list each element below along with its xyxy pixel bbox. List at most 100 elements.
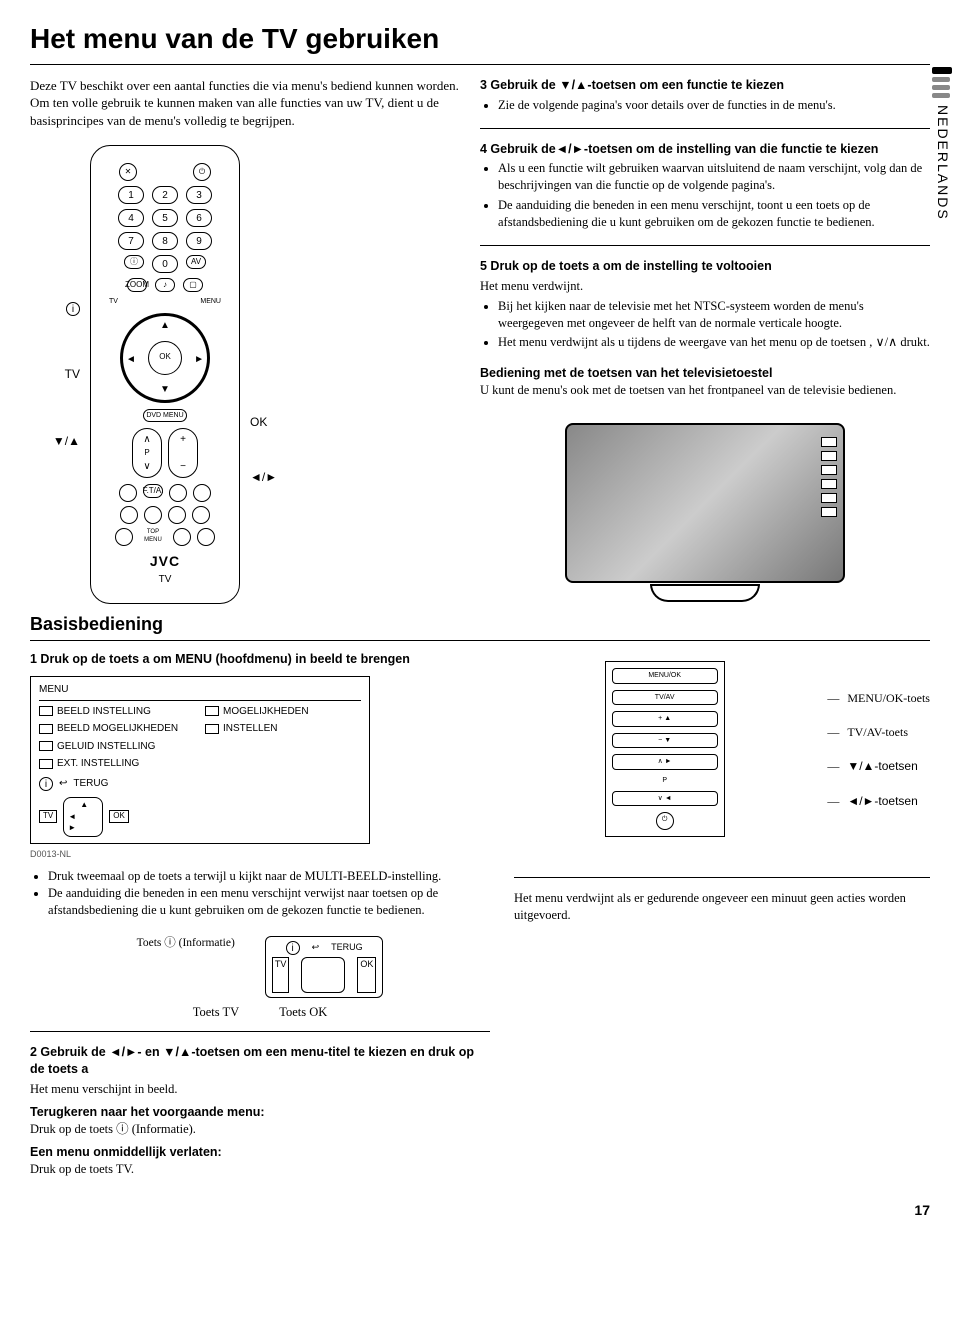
num-9: 9 xyxy=(186,232,212,250)
mute-icon: ✕ xyxy=(119,163,137,181)
ext-4 xyxy=(192,506,210,524)
bediening-body: U kunt de menu's ook met de toetsen van … xyxy=(480,382,930,399)
menu-box-title: MENU xyxy=(39,683,361,701)
remote-label-tv: TV xyxy=(65,366,80,382)
info-icon: i xyxy=(39,777,53,791)
color-g xyxy=(169,484,187,502)
num-3: 3 xyxy=(186,186,212,204)
color-r xyxy=(119,484,137,502)
tiny-dpad-icon xyxy=(63,797,103,837)
terug-label: TERUG xyxy=(73,777,108,791)
ok-label-small: OK xyxy=(109,810,129,823)
ext-5 xyxy=(115,528,133,546)
info-btn: ⓘ xyxy=(124,255,144,269)
ext-7 xyxy=(197,528,215,546)
basis-bullet-1: Druk tweemaal op de toets a terwijl u ki… xyxy=(48,868,490,885)
toets-tv-label: Toets TV xyxy=(193,1004,239,1021)
panel-label-menu-ok: —MENU/OK-toets xyxy=(827,690,930,706)
step-5-bullet-2: Het menu verdwijnt als u tijdens de weer… xyxy=(498,334,930,351)
panel-p-down-btn: ∨ ◄ xyxy=(612,791,718,806)
step-3-bullet-1: Zie de volgende pagina's voor details ov… xyxy=(498,97,930,114)
tv-label-small: TV xyxy=(39,810,57,823)
menu-mogelijkheden: MOGELIJKHEDEN xyxy=(205,705,361,719)
step-4-bullet-2: De aanduiding die beneden in een menu ve… xyxy=(498,197,930,231)
tv-side-buttons xyxy=(821,437,837,517)
tv-side-panel: MENU/OK TV/AV + ▲ − ▼ ∧ ► P ∨ ◄ ⏻ xyxy=(605,661,725,837)
step-3: 3 Gebruik de ▼/▲-toetsen om een functie … xyxy=(480,77,930,114)
panel-tv-av-btn: TV/AV xyxy=(612,690,718,705)
page-title: Het menu van de TV gebruiken xyxy=(30,20,930,65)
side-tabs-icon xyxy=(932,67,952,98)
ext-1 xyxy=(120,506,138,524)
ext-3 xyxy=(168,506,186,524)
p-rocker: ∧P∨ xyxy=(132,428,162,478)
toets-ok-label: Toets OK xyxy=(279,1004,327,1021)
remote-label-down-up: ▼/▲ xyxy=(53,433,80,449)
step-2-bold2: Een menu onmiddellijk verlaten: xyxy=(30,1144,490,1161)
language-tab: NEDERLANDS xyxy=(933,105,952,221)
panel-label-vd: —▼/▲-toetsen xyxy=(827,758,930,774)
panel-p-label: P xyxy=(612,776,718,785)
intro-text: Deze TV beschikt over een aantal functie… xyxy=(30,77,460,130)
step-2-l3: Druk op de toets TV. xyxy=(30,1161,490,1178)
menu-ext: EXT. INSTELLING xyxy=(39,757,195,771)
panel-note: Het menu verdwijnt als er gedurende onge… xyxy=(514,890,930,924)
step-4: 4 Gebruik de◄/►-toetsen om de instelling… xyxy=(480,141,930,231)
step-2-head: 2 Gebruik de ◄/►- en ▼/▲-toetsen om een … xyxy=(30,1044,490,1078)
num-4: 4 xyxy=(118,209,144,227)
basisbediening-title: Basisbediening xyxy=(30,612,930,641)
ext-6 xyxy=(173,528,191,546)
step-4-head: 4 Gebruik de◄/►-toetsen om de instelling… xyxy=(480,141,930,158)
color-y xyxy=(193,484,211,502)
tv-small-label: TV xyxy=(109,297,118,306)
bediening-head: Bediening met de toetsen van het televis… xyxy=(480,365,930,382)
num-0: 0 xyxy=(152,255,178,273)
num-6: 6 xyxy=(186,209,212,227)
menu-beeld-instelling: BEELD INSTELLING xyxy=(39,705,195,719)
step-5-line: Het menu verdwijnt. xyxy=(480,278,930,295)
menu-instellen: INSTELLEN xyxy=(205,722,361,736)
remote-bottom-label: TV xyxy=(101,573,229,587)
vol-rocker: +− xyxy=(168,428,198,478)
callout-dpad: i ↩ TERUG TV OK xyxy=(265,936,384,998)
panel-label-lr: —◄/►-toetsen xyxy=(827,793,930,809)
step-3-head: 3 Gebruik de ▼/▲-toetsen om een functie … xyxy=(480,77,930,94)
toets-info-label: Toets ⓘ (Informatie) xyxy=(137,936,235,952)
num-8: 8 xyxy=(152,232,178,250)
num-2: 2 xyxy=(152,186,178,204)
dvd-menu-btn: DVD MENU xyxy=(143,409,187,422)
menu-beeld-mogelijkheden: BEELD MOGELIJKHEDEN xyxy=(39,722,195,736)
fta-btn: F.T/A. xyxy=(143,484,163,498)
remote-illustration: i TV ▼/▲ ✕ ⏻ 1 2 3 4 5 6 xyxy=(30,145,460,603)
zoom-btn: ZOOM xyxy=(127,278,147,292)
ok-center: OK xyxy=(148,341,182,375)
panel-p-up-btn: ∧ ► xyxy=(612,754,718,769)
panel-label-tv-av: —TV/AV-toets xyxy=(827,724,930,740)
pip-btn: ▢ xyxy=(183,278,203,292)
panel-power-btn: ⏻ xyxy=(656,812,674,830)
panel-menu-ok-btn: MENU/OK xyxy=(612,668,718,683)
sound-btn: ♪ xyxy=(155,278,175,292)
menu-code: D0013-NL xyxy=(30,848,490,860)
step-5-head: 5 Druk op de toets a om de instelling te… xyxy=(480,258,930,275)
page-number: 17 xyxy=(30,1201,930,1220)
remote-label-ok: OK xyxy=(250,414,277,430)
tv-illustration xyxy=(480,423,930,602)
remote-label-info: i xyxy=(66,300,80,316)
num-5: 5 xyxy=(152,209,178,227)
step-5-bullet-1: Bij het kijken naar de televisie met het… xyxy=(498,298,930,332)
step-1-head: 1 Druk op de toets a om MENU (hoofdmenu)… xyxy=(30,651,490,668)
brand-logo: JVC xyxy=(101,552,229,571)
power-icon: ⏻ xyxy=(193,163,211,181)
remote-label-left-right: ◄/► xyxy=(250,469,277,485)
step-4-bullet-1: Als u een functie wilt gebruiken waarvan… xyxy=(498,160,930,194)
callout-tv: TV xyxy=(272,957,290,993)
num-7: 7 xyxy=(118,232,144,250)
remote-body: ✕ ⏻ 1 2 3 4 5 6 7 8 9 xyxy=(90,145,240,603)
step-2-bold1: Terugkeren naar het voorgaande menu: xyxy=(30,1104,490,1121)
remote-dpad: OK ▲▼ ◄► xyxy=(120,313,210,403)
num-1: 1 xyxy=(118,186,144,204)
menu-screenshot: MENU BEELD INSTELLING MOGELIJKHEDEN BEEL… xyxy=(30,676,370,844)
menu-small-label: MENU xyxy=(200,297,221,306)
top-menu-label: TOP MENU xyxy=(139,528,167,546)
